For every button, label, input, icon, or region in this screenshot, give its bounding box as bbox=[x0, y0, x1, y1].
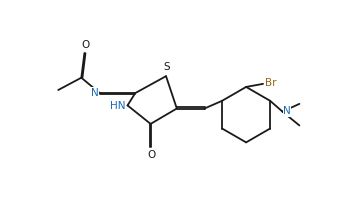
Text: N: N bbox=[283, 106, 291, 116]
Text: O: O bbox=[147, 151, 156, 160]
Text: O: O bbox=[81, 40, 89, 50]
Text: HN: HN bbox=[110, 101, 125, 111]
Text: Br: Br bbox=[266, 78, 277, 88]
Text: S: S bbox=[164, 62, 170, 72]
Text: N: N bbox=[90, 88, 98, 98]
